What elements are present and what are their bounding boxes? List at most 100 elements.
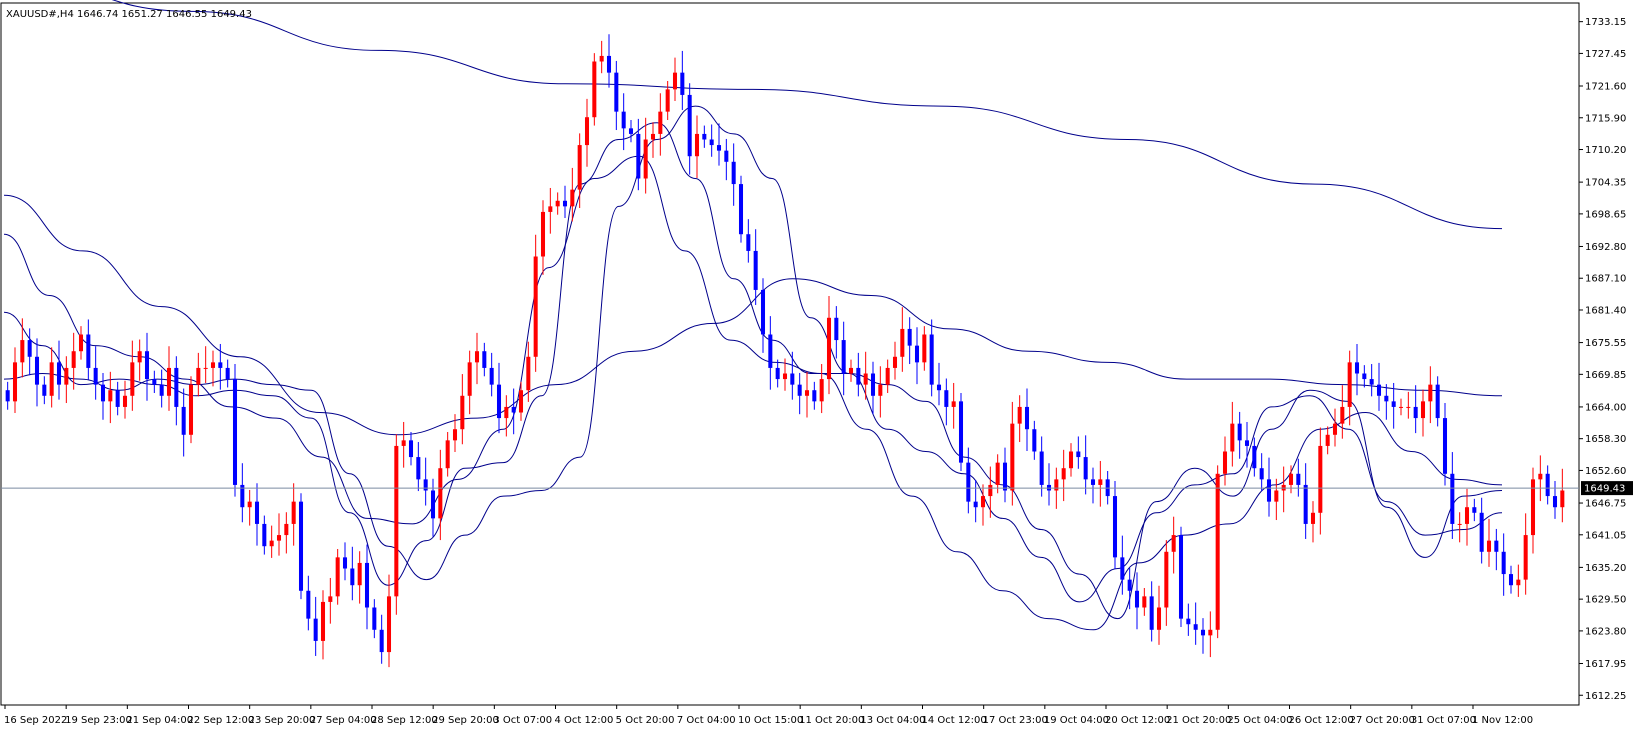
moving-average-line-very-long: [3, 194, 1503, 436]
y-tick-label: 1623.80: [1585, 626, 1626, 637]
bearish-candle: [1252, 445, 1257, 469]
y-tick-label: 1681.40: [1585, 305, 1626, 316]
y-tick-label: 1710.20: [1585, 145, 1626, 156]
bullish-candle: [166, 367, 172, 396]
bearish-candle: [1244, 440, 1250, 446]
x-tick-label: 29 Sep 20:00: [432, 715, 499, 726]
bearish-candle: [34, 356, 40, 385]
bearish-candle: [687, 94, 692, 157]
x-tick-label: 16 Sep 2022: [4, 715, 67, 726]
bearish-candle: [1127, 579, 1132, 591]
y-tick-label: 1658.30: [1585, 434, 1626, 445]
bullish-candle: [1325, 434, 1330, 446]
bullish-candle: [540, 211, 546, 257]
bullish-candle: [122, 395, 128, 407]
bullish-candle: [526, 356, 531, 391]
bearish-candle: [936, 384, 942, 391]
y-tick-label: 1635.20: [1585, 563, 1626, 574]
bullish-candle: [885, 367, 890, 385]
x-tick-label: 1 Nov 12:00: [1472, 715, 1533, 726]
bullish-candle: [1208, 629, 1213, 636]
bearish-candle: [1134, 590, 1140, 608]
bullish-candle: [533, 256, 538, 357]
bullish-candle: [518, 390, 524, 413]
bearish-candle: [240, 484, 245, 508]
bullish-candle: [1486, 540, 1492, 552]
bearish-candle: [790, 373, 795, 385]
bullish-candle: [401, 440, 406, 446]
bearish-candle: [1200, 629, 1206, 636]
bearish-candle: [511, 406, 516, 413]
bearish-candle: [702, 133, 707, 140]
bullish-candle: [980, 496, 986, 508]
bullish-candle: [650, 133, 656, 140]
bearish-candle: [1039, 451, 1044, 485]
bullish-candle: [848, 367, 854, 374]
y-tick-label: 1687.10: [1585, 274, 1626, 285]
candles-layer: [5, 34, 1565, 668]
bearish-candle: [621, 111, 626, 129]
bearish-candle: [1032, 429, 1037, 452]
x-tick-label: 20 Oct 12:00: [1105, 715, 1170, 726]
bearish-candle: [812, 390, 817, 402]
bullish-candle: [584, 117, 590, 146]
bearish-candle: [966, 462, 971, 502]
bearish-candle: [775, 367, 780, 380]
bullish-candle: [1530, 479, 1536, 536]
y-tick-label: 1721.60: [1585, 82, 1626, 93]
bullish-candle: [78, 334, 84, 352]
bullish-candle: [1420, 401, 1426, 419]
bearish-candle: [724, 150, 729, 162]
bullish-candle: [1098, 479, 1103, 485]
bullish-candle: [995, 462, 1000, 485]
bearish-candle: [1472, 507, 1477, 513]
bearish-candle: [1266, 479, 1272, 502]
x-tick-label: 31 Oct 07:00: [1411, 715, 1476, 726]
bearish-candle: [1369, 379, 1374, 385]
bullish-candle: [1288, 473, 1294, 485]
bullish-candle: [291, 501, 296, 524]
y-tick-label: 1733.15: [1585, 17, 1626, 28]
bearish-candle: [1508, 574, 1514, 586]
current-price-tag: 1649.43: [1581, 481, 1633, 496]
bearish-candle: [27, 340, 32, 357]
bullish-candle: [1318, 445, 1323, 513]
bearish-candle: [1552, 496, 1558, 508]
y-tick-label: 1669.85: [1585, 370, 1626, 381]
bullish-candle: [445, 440, 450, 469]
bearish-candle: [1193, 624, 1198, 630]
bullish-candle: [951, 401, 956, 407]
bullish-candle: [130, 362, 135, 396]
bullish-candle: [269, 540, 274, 547]
bearish-candle: [628, 128, 634, 134]
x-tick-label: 19 Oct 04:00: [1044, 715, 1109, 726]
bearish-candle: [423, 479, 428, 491]
bearish-candle: [1149, 596, 1154, 630]
bearish-candle: [430, 490, 436, 519]
bullish-candle: [20, 340, 25, 363]
bullish-candle: [665, 89, 670, 112]
current-price-label: 1649.43: [1584, 484, 1625, 495]
y-tick-label: 1715.90: [1585, 113, 1626, 124]
bullish-candle: [203, 367, 208, 369]
bearish-candle: [834, 317, 839, 341]
x-tick-label: 5 Oct 20:00: [616, 715, 675, 726]
price-axis[interactable]: 1733.15 1727.45 1721.60 1715.90 1710.20 1704.…: [1579, 17, 1626, 702]
bearish-candle: [174, 367, 179, 407]
bullish-candle: [863, 373, 868, 385]
bullish-candle: [804, 390, 810, 396]
bearish-candle: [1545, 473, 1550, 497]
bearish-candle: [115, 390, 120, 407]
y-tick-label: 1629.50: [1585, 595, 1626, 606]
bearish-candle: [1435, 384, 1440, 419]
bullish-candle: [1215, 473, 1220, 630]
bearish-candle: [482, 351, 487, 368]
bullish-candle: [1171, 535, 1176, 552]
bullish-candle: [108, 390, 113, 402]
bearish-candle: [42, 384, 47, 396]
x-tick-label: 4 Oct 12:00: [555, 715, 614, 726]
bearish-candle: [753, 250, 758, 290]
